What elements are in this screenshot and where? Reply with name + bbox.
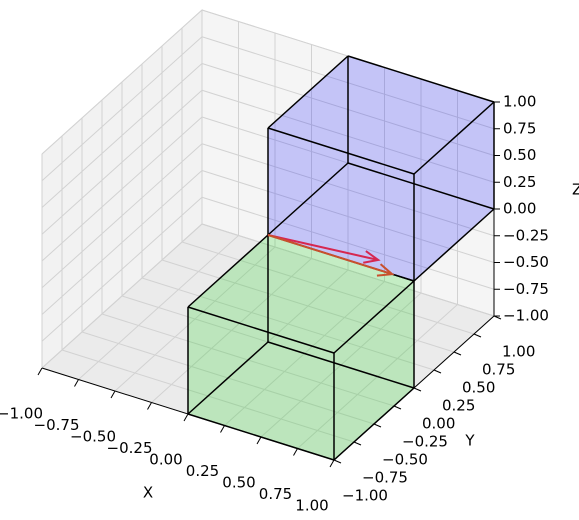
y-tick bbox=[333, 459, 342, 464]
voxel-edge bbox=[267, 341, 415, 389]
voxel-edge bbox=[333, 280, 415, 354]
grid-line bbox=[201, 196, 495, 290]
voxel-face bbox=[268, 56, 494, 174]
arrow bbox=[267, 234, 395, 277]
x-tick-label: 0.50 bbox=[222, 474, 255, 492]
x-tick bbox=[74, 379, 79, 387]
x-tick bbox=[147, 402, 152, 410]
voxel-face bbox=[414, 102, 494, 281]
z-tick-label: 1.00 bbox=[503, 93, 536, 111]
grid-line bbox=[41, 196, 203, 342]
y-tick bbox=[373, 423, 382, 428]
z-tick-label: 0.50 bbox=[503, 146, 536, 164]
arrow bbox=[267, 234, 381, 264]
y-tick-label: −1.00 bbox=[342, 487, 388, 505]
x-tick-label: 1.00 bbox=[295, 497, 328, 515]
z-tick-label: 0.25 bbox=[503, 173, 536, 191]
grid-line bbox=[201, 170, 495, 263]
z-tick-label: −0.25 bbox=[503, 226, 549, 244]
voxel-edge bbox=[187, 306, 335, 354]
voxel-edge bbox=[347, 162, 495, 210]
x-tick bbox=[220, 425, 225, 433]
y-tick-label: 0.00 bbox=[422, 415, 455, 433]
grid-line bbox=[141, 277, 435, 371]
voxel-edge bbox=[413, 208, 495, 282]
x-tick bbox=[293, 448, 298, 456]
grid-line bbox=[41, 116, 203, 262]
voxel-edge bbox=[267, 127, 415, 175]
y-axis-label: Y bbox=[464, 432, 475, 450]
x-tick-label: 0.25 bbox=[186, 462, 219, 480]
voxel-edge bbox=[347, 55, 495, 103]
x-tick bbox=[110, 390, 116, 399]
x-tick bbox=[329, 459, 335, 468]
y-tick bbox=[393, 405, 402, 410]
y-tick bbox=[473, 333, 482, 338]
grid-line bbox=[181, 241, 475, 335]
y-tick-label: 0.50 bbox=[462, 379, 495, 397]
x-tick-label: −0.50 bbox=[70, 428, 116, 446]
y-tick-label: 1.00 bbox=[502, 343, 535, 361]
grid-line bbox=[161, 259, 455, 353]
y-tick bbox=[453, 351, 462, 356]
x-tick-label: 0.00 bbox=[149, 451, 182, 469]
z-tick-label: −0.75 bbox=[503, 280, 549, 298]
voxel-face bbox=[188, 235, 414, 353]
x-axis-label: X bbox=[143, 484, 153, 502]
grid-line bbox=[41, 36, 203, 182]
voxel-edge bbox=[333, 387, 415, 461]
x-tick-label: 0.75 bbox=[259, 485, 292, 503]
y-tick-label: −0.75 bbox=[362, 469, 408, 487]
grid-line bbox=[201, 223, 495, 317]
voxel-edge bbox=[187, 234, 269, 308]
y-tick-label: 0.25 bbox=[442, 397, 475, 415]
z-tick-label: −0.50 bbox=[503, 253, 549, 271]
x-tick bbox=[37, 367, 43, 376]
grid-line bbox=[201, 143, 495, 237]
grid-line bbox=[41, 89, 203, 235]
y-tick bbox=[433, 369, 442, 374]
x-tick bbox=[183, 413, 189, 422]
x-tick bbox=[256, 436, 262, 445]
y-tick bbox=[413, 387, 422, 392]
x-tick-label: −1.00 bbox=[0, 405, 43, 423]
voxel-edge bbox=[267, 162, 349, 236]
grid-line bbox=[41, 9, 203, 155]
x-tick-label: −0.25 bbox=[107, 439, 153, 457]
x-tick-label: −0.75 bbox=[34, 416, 80, 434]
z-tick-label: 0.00 bbox=[503, 200, 536, 218]
voxel bbox=[187, 234, 415, 461]
voxel-face bbox=[334, 281, 414, 460]
y-tick bbox=[353, 441, 362, 446]
y-tick-label: −0.25 bbox=[402, 433, 448, 451]
voxel-edge bbox=[187, 413, 335, 461]
grid-line bbox=[41, 143, 203, 289]
voxel-edge bbox=[267, 55, 349, 129]
z-tick-label: 0.75 bbox=[503, 119, 536, 137]
voxel-edge bbox=[413, 101, 495, 175]
voxel-edge bbox=[187, 341, 269, 415]
grid-line bbox=[41, 63, 203, 208]
z-tick-label: −1.00 bbox=[503, 307, 549, 325]
grid-line bbox=[41, 223, 203, 369]
z-axis-label: Z bbox=[572, 181, 579, 199]
y-tick-label: 0.75 bbox=[482, 361, 515, 379]
y-tick-label: −0.50 bbox=[382, 451, 428, 469]
grid-line bbox=[41, 170, 203, 315]
voxel-face bbox=[188, 307, 334, 460]
